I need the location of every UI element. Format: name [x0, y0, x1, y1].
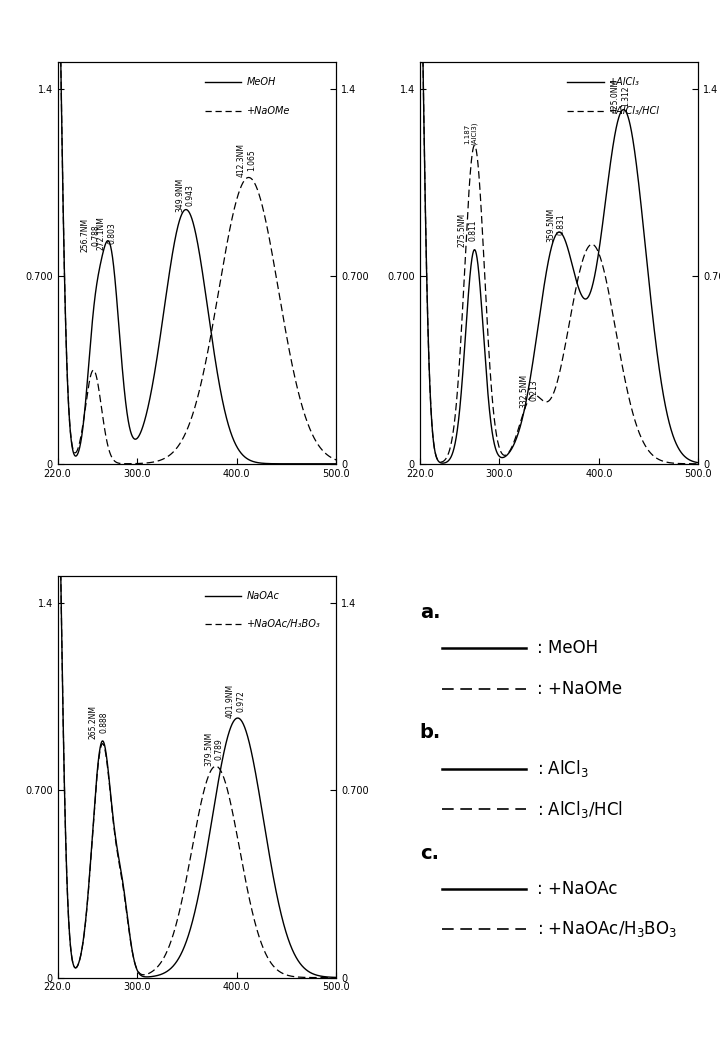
- Text: +AlCl₃/HCl: +AlCl₃/HCl: [609, 106, 660, 115]
- Text: : +NaOAc: : +NaOAc: [537, 880, 617, 899]
- Text: : AlCl$_3$/HCl: : AlCl$_3$/HCl: [537, 799, 623, 820]
- Text: a.: a.: [420, 603, 441, 622]
- Text: 265.2NM
0.888: 265.2NM 0.888: [89, 705, 108, 739]
- Text: c.: c.: [420, 843, 438, 862]
- Text: +NaOMe: +NaOMe: [247, 106, 290, 115]
- Text: : +NaOMe: : +NaOMe: [537, 679, 622, 698]
- Text: 275.5NM
0.811: 275.5NM 0.811: [458, 213, 477, 248]
- Text: 272.1NM
0.803: 272.1NM 0.803: [96, 216, 116, 250]
- Text: 359.5NM
0.831: 359.5NM 0.831: [546, 207, 566, 241]
- Text: 332.5NM
0.213: 332.5NM 0.213: [520, 373, 539, 408]
- Text: MeOH: MeOH: [247, 77, 276, 87]
- Text: 1.187
(AlCl3): 1.187 (AlCl3): [464, 122, 477, 146]
- Text: 379.5NM
0.789: 379.5NM 0.789: [204, 732, 223, 766]
- Text: b.: b.: [420, 723, 441, 743]
- Text: NaOAc: NaOAc: [247, 592, 280, 601]
- Text: +NaOAc/H₃BO₃: +NaOAc/H₃BO₃: [247, 620, 321, 629]
- Text: 412.3NM
1.065: 412.3NM 1.065: [237, 144, 256, 178]
- Text: : +NaOAc/H$_3$BO$_3$: : +NaOAc/H$_3$BO$_3$: [537, 919, 677, 939]
- Text: : AlCl$_3$: : AlCl$_3$: [537, 758, 588, 779]
- Text: 349.9NM
0.943: 349.9NM 0.943: [175, 178, 194, 212]
- Text: 425.0NM
1.312: 425.0NM 1.312: [611, 79, 631, 113]
- Text: +AlCl₃: +AlCl₃: [609, 77, 640, 87]
- Text: 256.7NM
0.788: 256.7NM 0.788: [81, 218, 100, 253]
- Text: : MeOH: : MeOH: [537, 640, 598, 657]
- Text: 401.9NM
0.972: 401.9NM 0.972: [226, 684, 246, 718]
